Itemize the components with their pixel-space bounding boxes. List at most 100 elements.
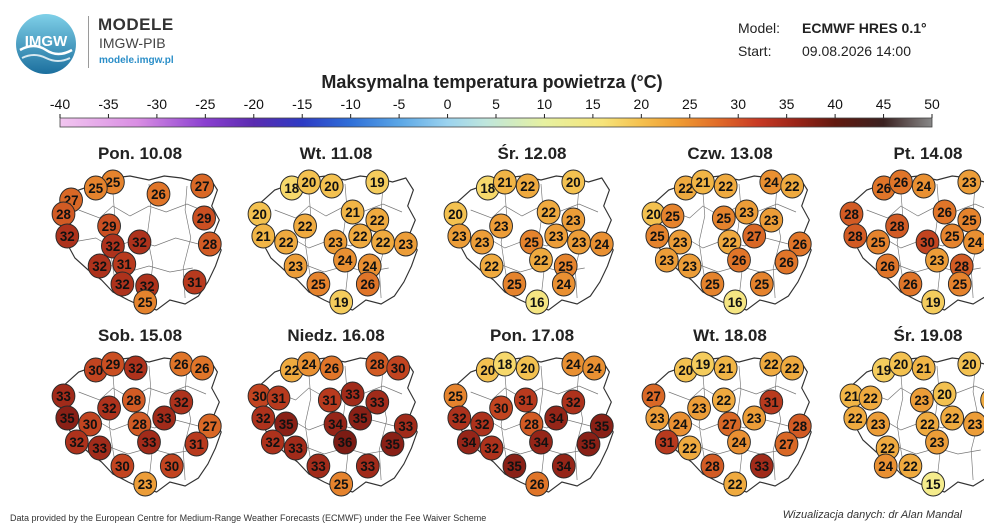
temperature-marker: 22 — [677, 435, 702, 461]
scale-tick-label: -5 — [393, 96, 406, 112]
temperature-marker: 21 — [839, 383, 864, 409]
temperature-value: 31 — [322, 393, 337, 408]
temperature-marker: 32 — [64, 429, 89, 455]
temperature-value: 24 — [556, 277, 571, 292]
temperature-value: 35 — [581, 437, 596, 452]
data-credit: Data provided by the European Centre for… — [10, 513, 487, 523]
temperature-value: 26 — [903, 277, 918, 292]
temperature-circle — [787, 413, 812, 439]
temperature-circle — [866, 229, 890, 255]
temperature-marker: 29 — [192, 205, 216, 231]
temperature-circle — [551, 453, 576, 479]
temperature-value: 20 — [894, 357, 909, 372]
temperature-circle — [687, 395, 711, 421]
temperature-marker: 34 — [456, 429, 481, 455]
temperature-marker: 32 — [127, 229, 152, 255]
temperature-circle — [873, 453, 898, 479]
scale-tick-label: 30 — [730, 96, 746, 112]
temperature-value: 24 — [338, 253, 353, 268]
temperature-value: 23 — [682, 259, 697, 274]
day-label: Czw. 13.08 — [687, 144, 773, 163]
temperature-marker: 26 — [727, 247, 751, 273]
temperature-marker: 35 — [576, 431, 601, 457]
temperature-value: 23 — [739, 205, 754, 220]
day-label: Niedz. 16.08 — [287, 326, 385, 345]
temperature-circle — [911, 173, 936, 199]
temperature-marker: 23 — [734, 199, 759, 225]
temperature-circle — [677, 253, 702, 279]
temperature-value: 23 — [764, 213, 779, 228]
temperature-circle — [787, 231, 812, 257]
temperature-value: 22 — [764, 357, 779, 372]
temperature-value: 32 — [60, 229, 75, 244]
temperature-marker: 25 — [645, 223, 670, 249]
temperature-marker: 32 — [479, 435, 504, 461]
temperature-circle — [711, 387, 736, 413]
temperature-value: 22 — [903, 459, 918, 474]
scale-tick-label: -30 — [147, 96, 167, 112]
temperature-marker: 24 — [589, 231, 614, 257]
day-label: Wt. 18.08 — [693, 326, 767, 345]
temperature-marker: 22 — [759, 351, 784, 377]
temperature-value: 32 — [132, 235, 147, 250]
temperature-marker: 22 — [843, 405, 868, 431]
temperature-value: 22 — [716, 393, 731, 408]
temperature-marker: 32 — [251, 405, 276, 431]
temperature-marker: 20 — [889, 351, 913, 377]
temperature-circle — [668, 411, 692, 437]
temperature-value: 25 — [871, 235, 886, 250]
temperature-circle — [192, 205, 216, 231]
temperature-circle — [152, 405, 177, 431]
temperature-marker: 24 — [727, 429, 751, 455]
temperature-circle — [447, 223, 472, 249]
scale-tick-label: -10 — [341, 96, 361, 112]
temperature-value: 23 — [930, 253, 945, 268]
temperature-circle — [380, 431, 405, 457]
scale-tick-label: -35 — [98, 96, 118, 112]
temperature-value: 32 — [115, 277, 130, 292]
temperature-value: 33 — [56, 389, 71, 404]
temperature-value: 21 — [916, 361, 931, 376]
temperature-value: 25 — [334, 477, 349, 492]
temperature-marker: 26 — [774, 249, 799, 275]
scale-tick-label: 20 — [634, 96, 650, 112]
temperature-circle — [911, 355, 936, 381]
temperature-circle — [133, 471, 158, 497]
temperature-circle — [87, 435, 112, 461]
brand-url[interactable]: modele.imgw.pl — [99, 55, 174, 66]
scale-tick-label: 10 — [537, 96, 553, 112]
temperature-marker: 24 — [582, 355, 607, 381]
temperature-marker: 35 — [380, 431, 405, 457]
temperature-value: 32 — [452, 411, 467, 426]
temperature-marker: 28 — [839, 201, 864, 227]
temperature-marker: 19 — [329, 289, 354, 315]
temperature-value: 25 — [448, 389, 463, 404]
temperature-marker: 23 — [470, 229, 494, 255]
temperature-marker: 23 — [677, 253, 702, 279]
temperature-value: 21 — [718, 361, 733, 376]
temperature-value: 33 — [142, 435, 157, 450]
start-value: 09.08.2026 14:00 — [802, 43, 911, 59]
temperature-value: 23 — [398, 237, 413, 252]
temperature-value: 32 — [484, 441, 499, 456]
temperature-marker: 30 — [110, 453, 135, 479]
day-label: Pon. 17.08 — [489, 326, 575, 345]
temperature-marker: 32 — [101, 233, 125, 259]
region-border — [182, 367, 192, 481]
temperature-marker: 23 — [925, 429, 949, 455]
temperature-marker: 32 — [123, 355, 148, 381]
temperature-value: 15 — [926, 477, 941, 492]
temperature-circle — [317, 387, 342, 413]
temperature-circle — [355, 453, 380, 479]
temperature-marker: 24 — [561, 351, 586, 377]
temperature-value: 30 — [920, 235, 935, 250]
temperature-value: 23 — [968, 417, 983, 432]
temperature-marker: 23 — [925, 247, 949, 273]
temperature-marker: 21 — [911, 355, 936, 381]
temperature-marker: 28 — [700, 453, 725, 479]
temperature-circle — [297, 351, 321, 377]
temperature-value: 33 — [92, 441, 107, 456]
temperature-marker: 25 — [306, 271, 331, 297]
temperature-circle — [858, 385, 883, 411]
temperature-marker: 30 — [78, 411, 102, 437]
